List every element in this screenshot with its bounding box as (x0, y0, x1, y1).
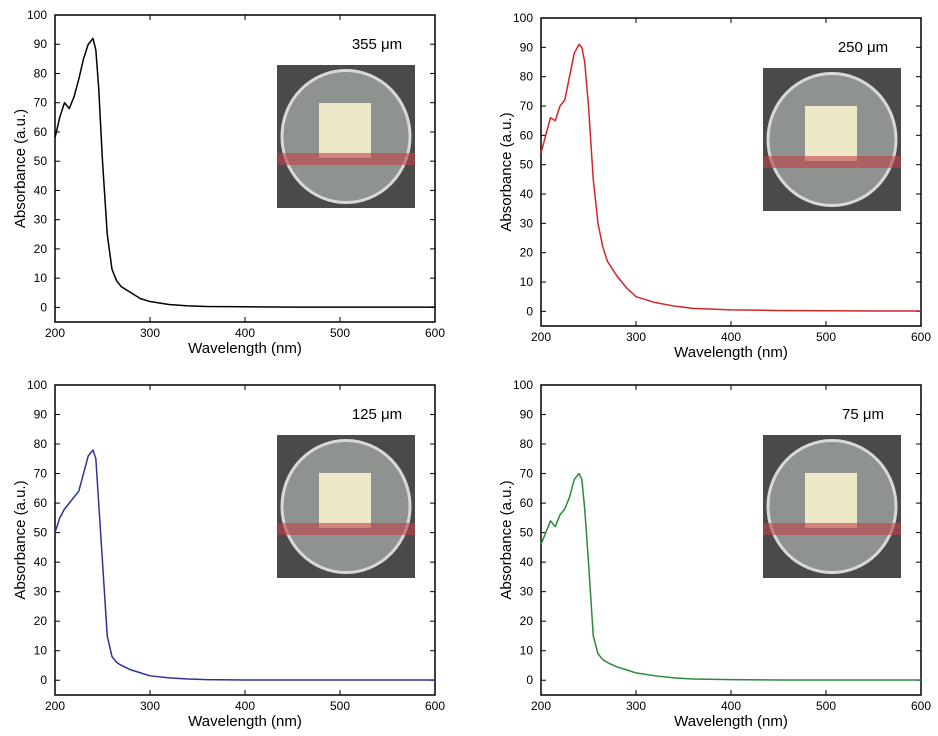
panel: 200 300 400 500 600 0 10 20 30 40 50 60 70 80 90 100 Wav… (498, 378, 931, 730)
y-tick-label: 100 (27, 378, 47, 392)
x-tick-label: 500 (816, 699, 836, 713)
x-tick-label: 200 (531, 699, 551, 713)
x-tick-label: 600 (425, 699, 445, 713)
annotation: 355 μm (352, 36, 402, 53)
y-tick-label: 100 (513, 11, 533, 25)
data-line (54, 449, 435, 681)
y-tick-label: 0 (40, 673, 47, 687)
data-line (54, 37, 435, 308)
y-tick-label: 100 (513, 378, 533, 392)
red-band (277, 523, 415, 535)
y-tick-label: 10 (520, 644, 534, 658)
x-tick-label: 400 (721, 330, 741, 344)
y-tick-label: 50 (520, 158, 534, 172)
y-axis-title: Absorbance (a.u.) (498, 112, 515, 231)
x-tick-label: 300 (140, 699, 160, 713)
y-tick-label: 0 (40, 300, 47, 314)
panel: 200 300 400 500 600 0 10 20 30 40 50 60 70 80 90 100 Wav… (12, 8, 445, 357)
y-tick-label: 30 (34, 213, 48, 227)
y-tick-label: 40 (34, 555, 48, 569)
y-tick-label: 60 (34, 496, 48, 510)
y-tick-label: 20 (520, 614, 534, 628)
y-tick-label: 70 (520, 467, 534, 481)
y-tick-label: 70 (520, 99, 534, 113)
y-axis-title: Absorbance (a.u.) (12, 480, 29, 599)
y-tick-label: 90 (520, 408, 534, 422)
y-tick-label: 40 (520, 187, 534, 201)
y-tick-label: 80 (520, 70, 534, 84)
film-sample (805, 106, 857, 161)
x-tick-label: 300 (626, 699, 646, 713)
x-tick-label: 200 (531, 330, 551, 344)
red-band (277, 153, 415, 165)
y-tick-label: 50 (34, 154, 48, 168)
y-tick-label: 80 (520, 437, 534, 451)
x-axis-title: Wavelength (nm) (188, 713, 302, 730)
x-axis-title: Wavelength (nm) (674, 344, 788, 361)
y-tick-label: 50 (520, 526, 534, 540)
data-line (540, 43, 921, 312)
annotation: 75 μm (842, 406, 884, 423)
x-axis-title: Wavelength (nm) (674, 713, 788, 730)
y-tick-label: 40 (34, 183, 48, 197)
x-tick-label: 300 (140, 326, 160, 340)
y-tick-label: 0 (526, 673, 533, 687)
x-tick-label: 500 (330, 699, 350, 713)
x-tick-label: 300 (626, 330, 646, 344)
red-band (763, 523, 901, 535)
y-tick-label: 60 (34, 125, 48, 139)
y-tick-label: 90 (34, 37, 48, 51)
y-tick-label: 40 (520, 555, 534, 569)
panel: 200 300 400 500 600 0 10 20 30 40 50 60 70 80 90 100 Wav… (498, 11, 931, 361)
x-tick-label: 400 (235, 326, 255, 340)
y-tick-label: 50 (34, 526, 48, 540)
data-line (540, 472, 921, 681)
x-tick-label: 600 (911, 699, 931, 713)
panel: 200 300 400 500 600 0 10 20 30 40 50 60 70 80 90 100 Wav… (12, 378, 445, 730)
y-tick-label: 30 (520, 216, 534, 230)
y-tick-label: 30 (34, 585, 48, 599)
y-tick-label: 70 (34, 96, 48, 110)
red-band (763, 156, 901, 168)
film-sample (319, 473, 371, 528)
x-tick-label: 200 (45, 699, 65, 713)
x-tick-label: 500 (816, 330, 836, 344)
y-tick-label: 90 (34, 408, 48, 422)
y-tick-label: 20 (34, 614, 48, 628)
y-tick-label: 10 (520, 275, 534, 289)
y-tick-label: 30 (520, 585, 534, 599)
y-axis-title: Absorbance (a.u.) (498, 480, 515, 599)
y-tick-label: 90 (520, 40, 534, 54)
x-tick-label: 400 (235, 699, 255, 713)
y-tick-label: 80 (34, 66, 48, 80)
x-tick-label: 600 (425, 326, 445, 340)
y-tick-label: 20 (34, 242, 48, 256)
y-tick-label: 60 (520, 496, 534, 510)
y-tick-label: 10 (34, 644, 48, 658)
y-tick-label: 0 (526, 304, 533, 318)
y-tick-label: 80 (34, 437, 48, 451)
y-tick-label: 60 (520, 128, 534, 142)
y-tick-label: 20 (520, 246, 534, 260)
y-tick-label: 70 (34, 467, 48, 481)
annotation: 125 μm (352, 406, 402, 423)
y-axis-title: Absorbance (a.u.) (12, 109, 29, 228)
x-axis-title: Wavelength (nm) (188, 340, 302, 357)
y-tick-label: 10 (34, 271, 48, 285)
x-tick-label: 400 (721, 699, 741, 713)
annotation: 250 μm (838, 39, 888, 56)
x-tick-label: 600 (911, 330, 931, 344)
x-tick-label: 500 (330, 326, 350, 340)
y-tick-label: 100 (27, 8, 47, 22)
x-tick-label: 200 (45, 326, 65, 340)
film-sample (805, 473, 857, 528)
film-sample (319, 103, 371, 158)
